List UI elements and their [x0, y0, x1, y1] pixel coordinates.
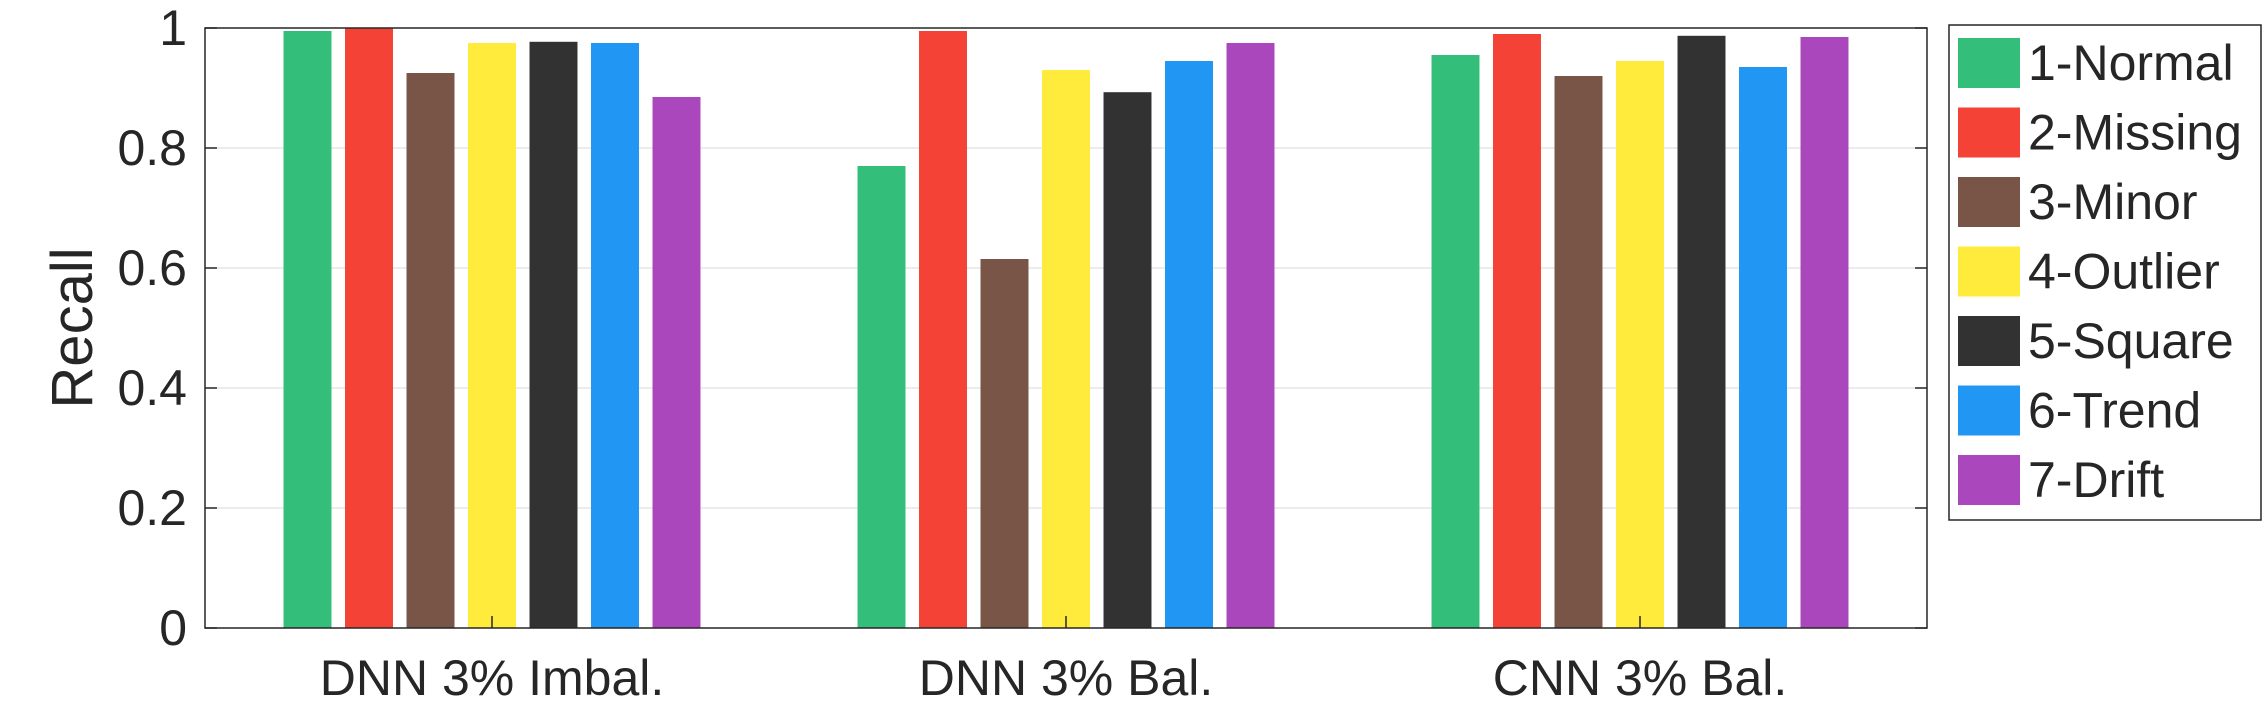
- legend: 1-Normal 2-Missing 3-Minor 4-Outlier 5-Squar…: [1948, 24, 2262, 521]
- bar-6-trend-3: [1739, 67, 1787, 628]
- bars: [283, 28, 1849, 629]
- bar-3-minor-3: [1554, 76, 1603, 628]
- x-category-label: DNN 3% Imbal.: [320, 650, 665, 703]
- bar-2-missing-2: [919, 31, 967, 628]
- bar-4-outlier-2: [1042, 70, 1090, 628]
- legend-label-7-drift: 7-Drift: [2028, 452, 2164, 508]
- bar-5-square-3: [1677, 35, 1726, 629]
- y-tick-label: 0: [159, 600, 187, 656]
- legend-label-6-trend: 6-Trend: [2028, 383, 2201, 439]
- y-tick-label: 0.6: [117, 240, 187, 296]
- legend-swatch-1-normal: [1958, 38, 2020, 88]
- legend-label-5-square: 5-Square: [2028, 313, 2234, 369]
- legend-swatch-3-minor: [1958, 177, 2020, 227]
- y-axis-label: Recall: [40, 247, 105, 408]
- x-category-label: DNN 3% Bal.: [919, 650, 1214, 703]
- legend-items: 1-Normal 2-Missing 3-Minor 4-Outlier 5-Squar…: [1958, 35, 2242, 508]
- bar-6-trend-1: [591, 43, 639, 628]
- bar-6-trend-2: [1165, 61, 1213, 628]
- legend-swatch-2-missing: [1958, 107, 2020, 158]
- x-axis-categories: DNN 3% Imbal. DNN 3% Bal. CNN 3% Bal.: [320, 616, 1788, 703]
- bar-7-drift-3: [1800, 37, 1849, 628]
- bar-4-outlier-3: [1616, 61, 1664, 628]
- bar-5-square-2: [1103, 92, 1152, 628]
- x-category-label: CNN 3% Bal.: [1493, 650, 1788, 703]
- legend-swatch-4-outlier: [1958, 246, 2020, 297]
- bar-1-normal-2: [857, 166, 906, 628]
- y-tick-label: 0.8: [117, 120, 187, 176]
- legend-swatch-7-drift: [1958, 455, 2020, 505]
- bar-3-minor-2: [980, 259, 1029, 628]
- y-tick-label: 0.2: [117, 480, 187, 536]
- bar-1-normal-1: [283, 31, 332, 628]
- legend-swatch-6-trend: [1958, 385, 2020, 436]
- y-tick-label: 1: [159, 0, 187, 56]
- bar-1-normal-3: [1431, 55, 1480, 628]
- legend-label-2-missing: 2-Missing: [2028, 105, 2242, 161]
- y-axis-ticks: 0 0.2 0.4 0.6 0.8 1: [117, 0, 1927, 656]
- legend-swatch-5-square: [1958, 316, 2020, 366]
- legend-label-1-normal: 1-Normal: [2028, 35, 2234, 91]
- bar-7-drift-1: [652, 97, 701, 628]
- bar-3-minor-1: [406, 73, 455, 628]
- y-tick-label: 0.4: [117, 360, 187, 416]
- bar-2-missing-1: [345, 28, 393, 628]
- legend-label-3-minor: 3-Minor: [2028, 174, 2197, 230]
- bar-2-missing-3: [1493, 34, 1541, 628]
- bar-7-drift-2: [1226, 43, 1275, 628]
- bar-4-outlier-1: [468, 43, 516, 628]
- bar-5-square-1: [529, 41, 578, 629]
- legend-label-4-outlier: 4-Outlier: [2028, 244, 2220, 300]
